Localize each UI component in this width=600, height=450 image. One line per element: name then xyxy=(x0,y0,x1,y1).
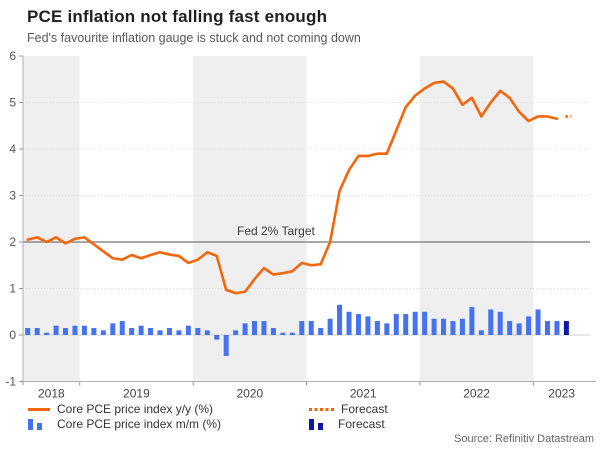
mm-bar xyxy=(526,316,532,335)
y-tick-label: 0 xyxy=(9,328,16,342)
legend-mm-label: Core PCE price index m/m (%) xyxy=(57,417,222,431)
mm-bar xyxy=(403,314,409,335)
mm-forecast-bars-swatch xyxy=(309,418,331,430)
mm-bar xyxy=(450,321,456,335)
source-credit: Source: Refinitiv Datastream xyxy=(454,433,594,445)
mm-bar xyxy=(242,323,248,335)
mm-bar xyxy=(63,328,69,335)
year-band xyxy=(419,56,534,382)
mm-bar xyxy=(110,323,116,335)
mm-forecast-bar xyxy=(563,321,569,335)
mm-bar xyxy=(374,321,380,335)
mm-bar xyxy=(554,321,560,335)
legend-yy-forecast-label: Forecast xyxy=(341,402,388,416)
mm-bar xyxy=(252,321,258,335)
mm-bar xyxy=(176,330,182,335)
year-band xyxy=(193,56,307,382)
mm-bar xyxy=(327,318,333,335)
mm-bar xyxy=(280,332,286,335)
y-tick-label: -1 xyxy=(5,375,16,389)
y-tick-label: 4 xyxy=(9,142,16,156)
mm-bar xyxy=(204,330,210,335)
mm-bar xyxy=(157,330,163,335)
mm-bar xyxy=(384,323,390,335)
y-tick-label: 1 xyxy=(9,282,16,296)
x-tick-label: 2022 xyxy=(463,387,490,401)
legend-mm-forecast-label: Forecast xyxy=(338,417,385,431)
yy-forecast-dotted-swatch xyxy=(309,407,334,411)
chart-title: PCE inflation not falling fast enough xyxy=(27,7,328,26)
mm-bar xyxy=(100,330,106,335)
mm-bar xyxy=(488,309,494,335)
mm-bar xyxy=(318,328,324,335)
mm-bar xyxy=(233,330,239,335)
mm-bar xyxy=(459,318,465,335)
mm-bar xyxy=(148,328,154,335)
mm-bar xyxy=(337,304,343,335)
x-tick-label: 2020 xyxy=(236,387,263,401)
mm-bar xyxy=(346,311,352,335)
mm-bar xyxy=(507,321,513,335)
mm-bar xyxy=(72,325,78,335)
legend-row-mm: Core PCE price index m/m (%) Forecast xyxy=(28,417,588,431)
y-tick-label: 2 xyxy=(9,235,16,249)
mm-bar xyxy=(431,318,437,335)
mm-bar xyxy=(261,321,267,335)
yy-line-swatch xyxy=(28,407,50,411)
x-tick-label: 2023 xyxy=(548,387,575,401)
mm-bar xyxy=(166,328,172,335)
mm-bar xyxy=(422,311,428,335)
x-tick-label: 2018 xyxy=(38,387,65,401)
legend-row-yy: Core PCE price index y/y (%) Forecast xyxy=(28,402,588,416)
mm-bar xyxy=(195,328,201,335)
x-tick-label: 2021 xyxy=(350,387,377,401)
mm-bar xyxy=(497,311,503,335)
mm-bar xyxy=(535,309,541,335)
year-band xyxy=(23,56,80,382)
legend-yy-label: Core PCE price index y/y (%) xyxy=(57,402,214,416)
mm-bar xyxy=(469,307,475,335)
chart-subtitle: Fed's favourite inflation gauge is stuck… xyxy=(27,31,361,45)
mm-bar xyxy=(34,328,40,335)
mm-bar xyxy=(478,330,484,335)
mm-bars-swatch xyxy=(28,418,50,430)
mm-bar xyxy=(53,325,59,335)
mm-bar xyxy=(223,335,229,356)
legend: Core PCE price index y/y (%) Forecast Co… xyxy=(28,402,588,432)
y-tick-label: 5 xyxy=(9,96,16,110)
mm-bar xyxy=(289,332,295,335)
mm-bar xyxy=(91,328,97,335)
mm-bar xyxy=(365,316,371,335)
mm-bar xyxy=(544,321,550,335)
mm-bar xyxy=(81,325,87,335)
mm-bar xyxy=(214,335,220,340)
mm-bar xyxy=(412,311,418,335)
mm-bar xyxy=(270,328,276,335)
mm-bar xyxy=(393,314,399,335)
yy-line xyxy=(26,80,559,295)
x-tick-label: 2019 xyxy=(123,387,150,401)
mm-bar xyxy=(299,321,305,335)
mm-bar xyxy=(119,321,125,335)
mm-bar xyxy=(355,314,361,335)
mm-bar xyxy=(441,318,447,335)
mm-bar xyxy=(516,323,522,335)
fed-target-label: Fed 2% Target xyxy=(237,224,315,238)
mm-bar xyxy=(185,325,191,335)
mm-bar xyxy=(44,332,50,335)
y-tick-label: 3 xyxy=(9,189,16,203)
mm-bar xyxy=(308,321,314,335)
y-tick-label: 6 xyxy=(9,49,16,63)
mm-bar xyxy=(25,328,31,335)
mm-bar xyxy=(129,328,135,335)
mm-bar xyxy=(138,325,144,335)
